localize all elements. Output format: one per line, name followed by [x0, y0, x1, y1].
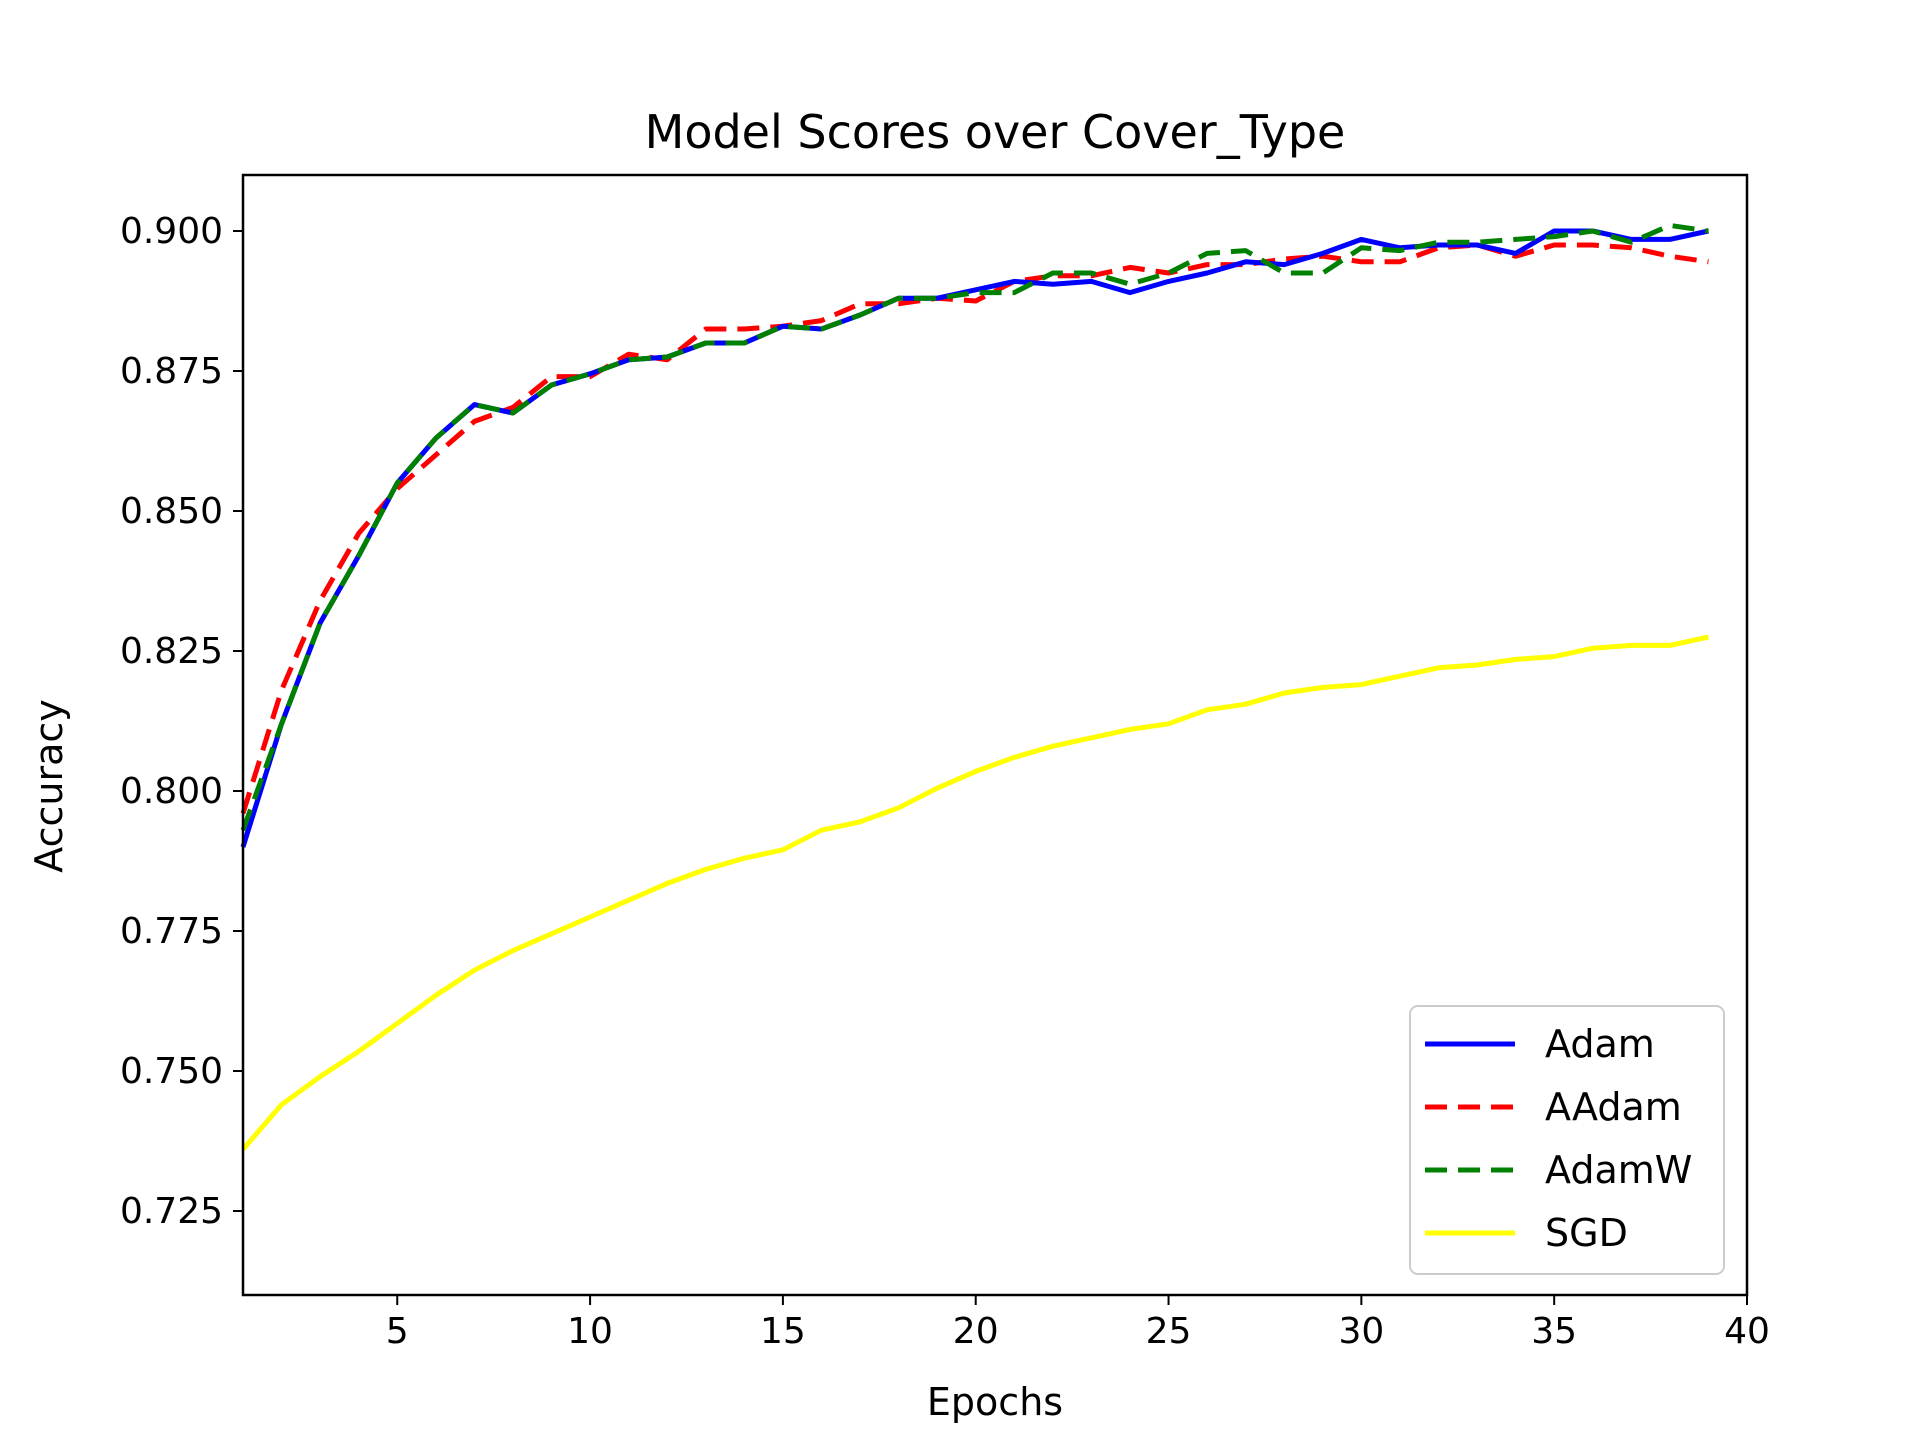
x-tick-label: 40 — [1724, 1311, 1770, 1352]
series-lines — [240, 222, 1709, 1152]
y-axis-label: Accuracy — [27, 699, 71, 873]
y-tick-label: 0.875 — [120, 351, 223, 392]
series-line-sgd — [241, 634, 1709, 1152]
y-tick-label: 0.725 — [120, 1191, 223, 1232]
legend-label-aadam: AAdam — [1545, 1085, 1682, 1129]
y-tick-label: 0.775 — [120, 911, 223, 952]
legend-label-adamw: AdamW — [1545, 1148, 1692, 1192]
plot-frame — [241, 173, 1749, 1297]
legend: Adam AAdam AdamW SGD — [1409, 1005, 1725, 1275]
x-tick-label: 20 — [953, 1311, 999, 1352]
legend-label-sgd: SGD — [1545, 1211, 1628, 1255]
axis-ticks: 5 10 15 20 25 30 35 40 0.725 0.750 0.775 0.800 0.825… — [120, 211, 1770, 1352]
series-line-adamw — [240, 222, 1709, 832]
x-axis-label: Epochs — [927, 1380, 1063, 1424]
x-tick-label: 10 — [567, 1311, 613, 1352]
legend-box — [1409, 1005, 1725, 1275]
x-tick-label: 30 — [1338, 1311, 1384, 1352]
legend-label-adam: Adam — [1545, 1022, 1655, 1066]
x-tick-label: 15 — [760, 1311, 806, 1352]
y-tick-label: 0.850 — [120, 491, 223, 532]
x-tick-label: 25 — [1146, 1311, 1192, 1352]
x-tick-label: 5 — [386, 1311, 409, 1352]
y-tick-label: 0.800 — [120, 771, 223, 812]
x-tick-label: 35 — [1531, 1311, 1577, 1352]
y-tick-label: 0.750 — [120, 1051, 223, 1092]
y-tick-label: 0.900 — [120, 211, 223, 252]
y-tick-label: 0.825 — [120, 631, 223, 672]
chart-title: Model Scores over Cover_Type — [645, 105, 1346, 159]
